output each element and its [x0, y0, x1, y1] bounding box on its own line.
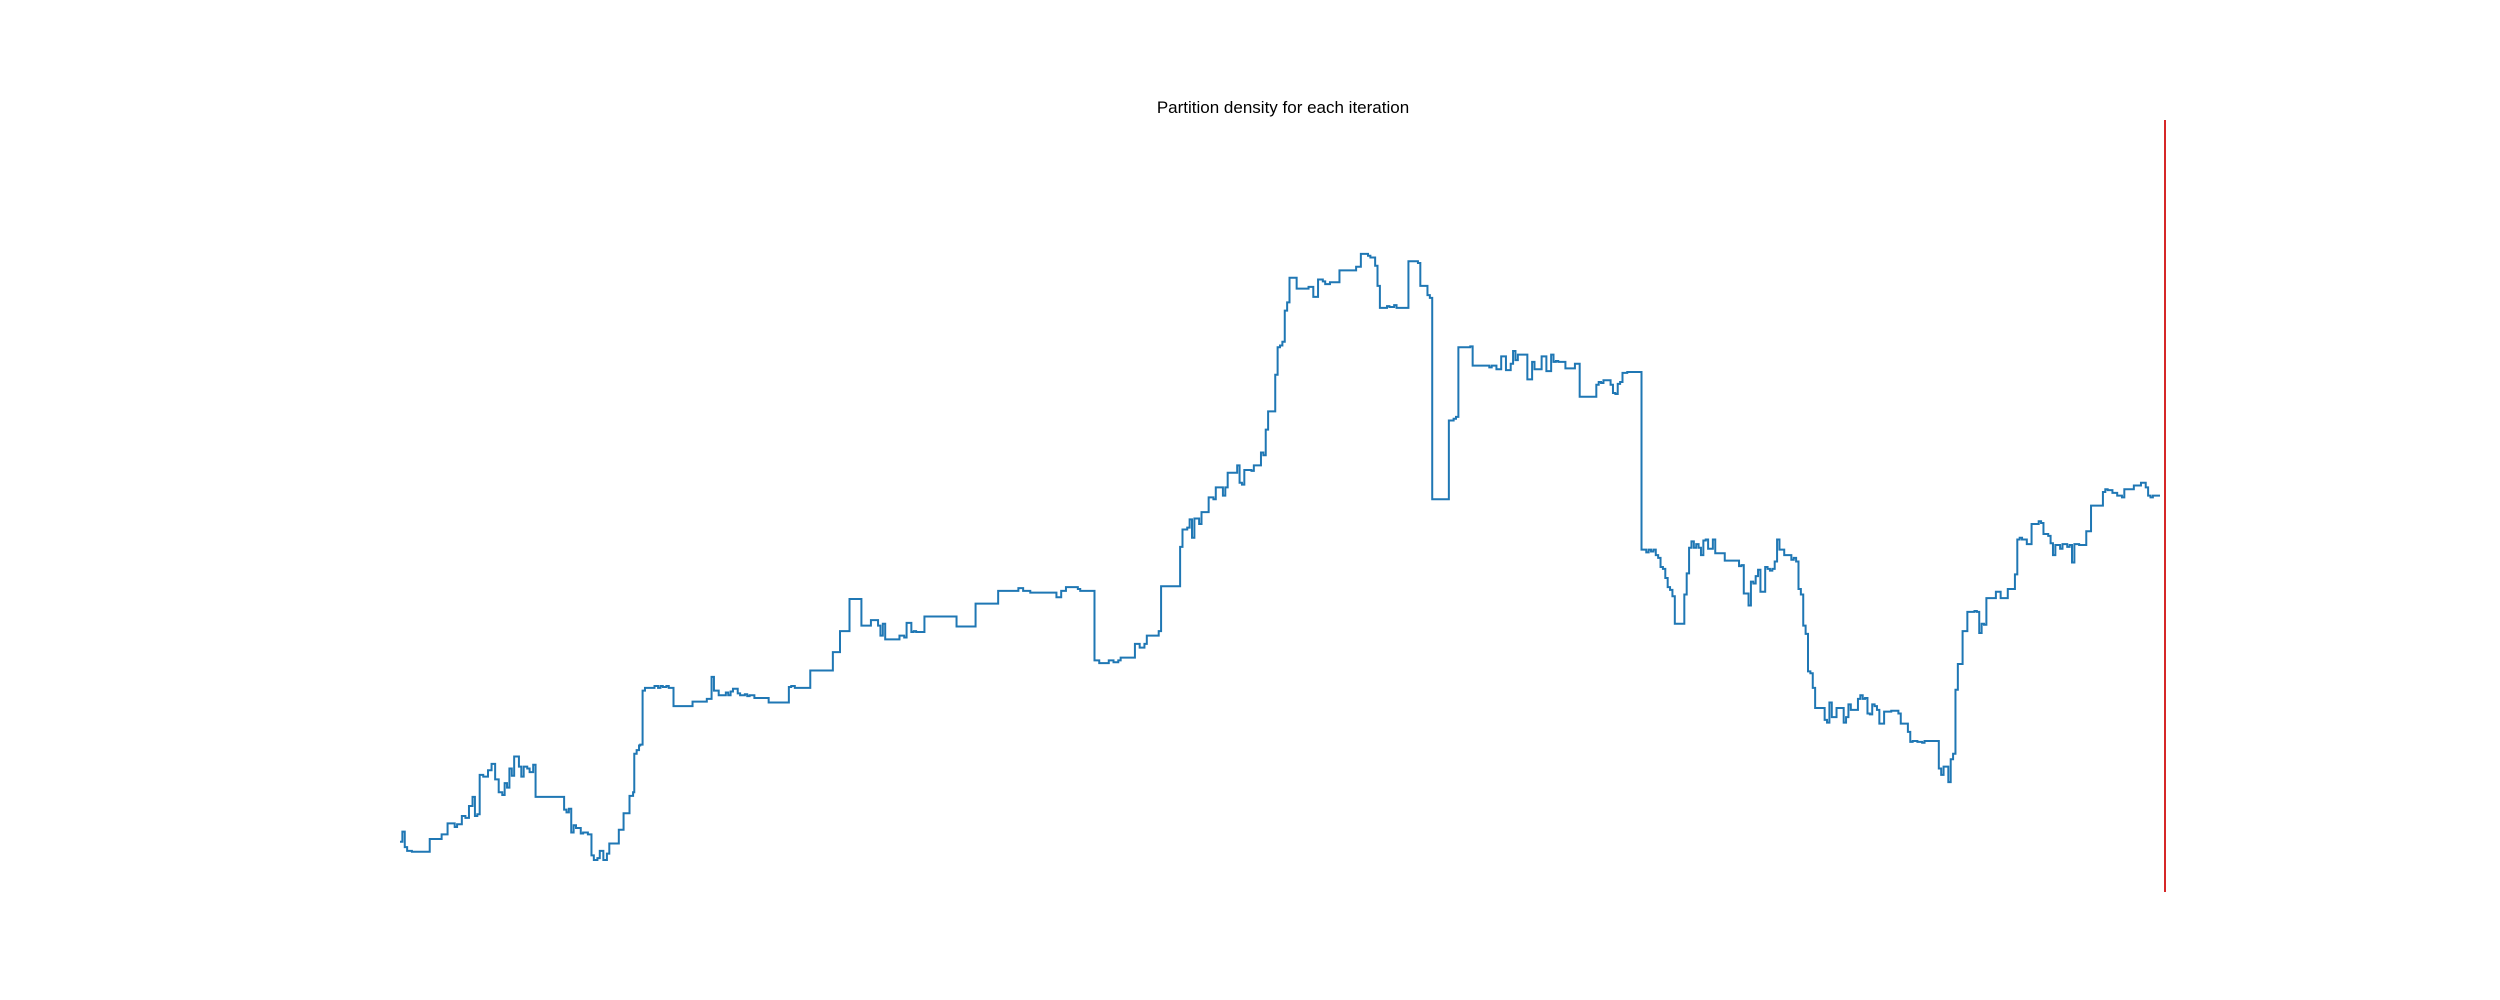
plot-area	[400, 120, 2166, 892]
series-line	[400, 252, 2160, 861]
chart-title: Partition density for each iteration	[1157, 98, 1409, 117]
